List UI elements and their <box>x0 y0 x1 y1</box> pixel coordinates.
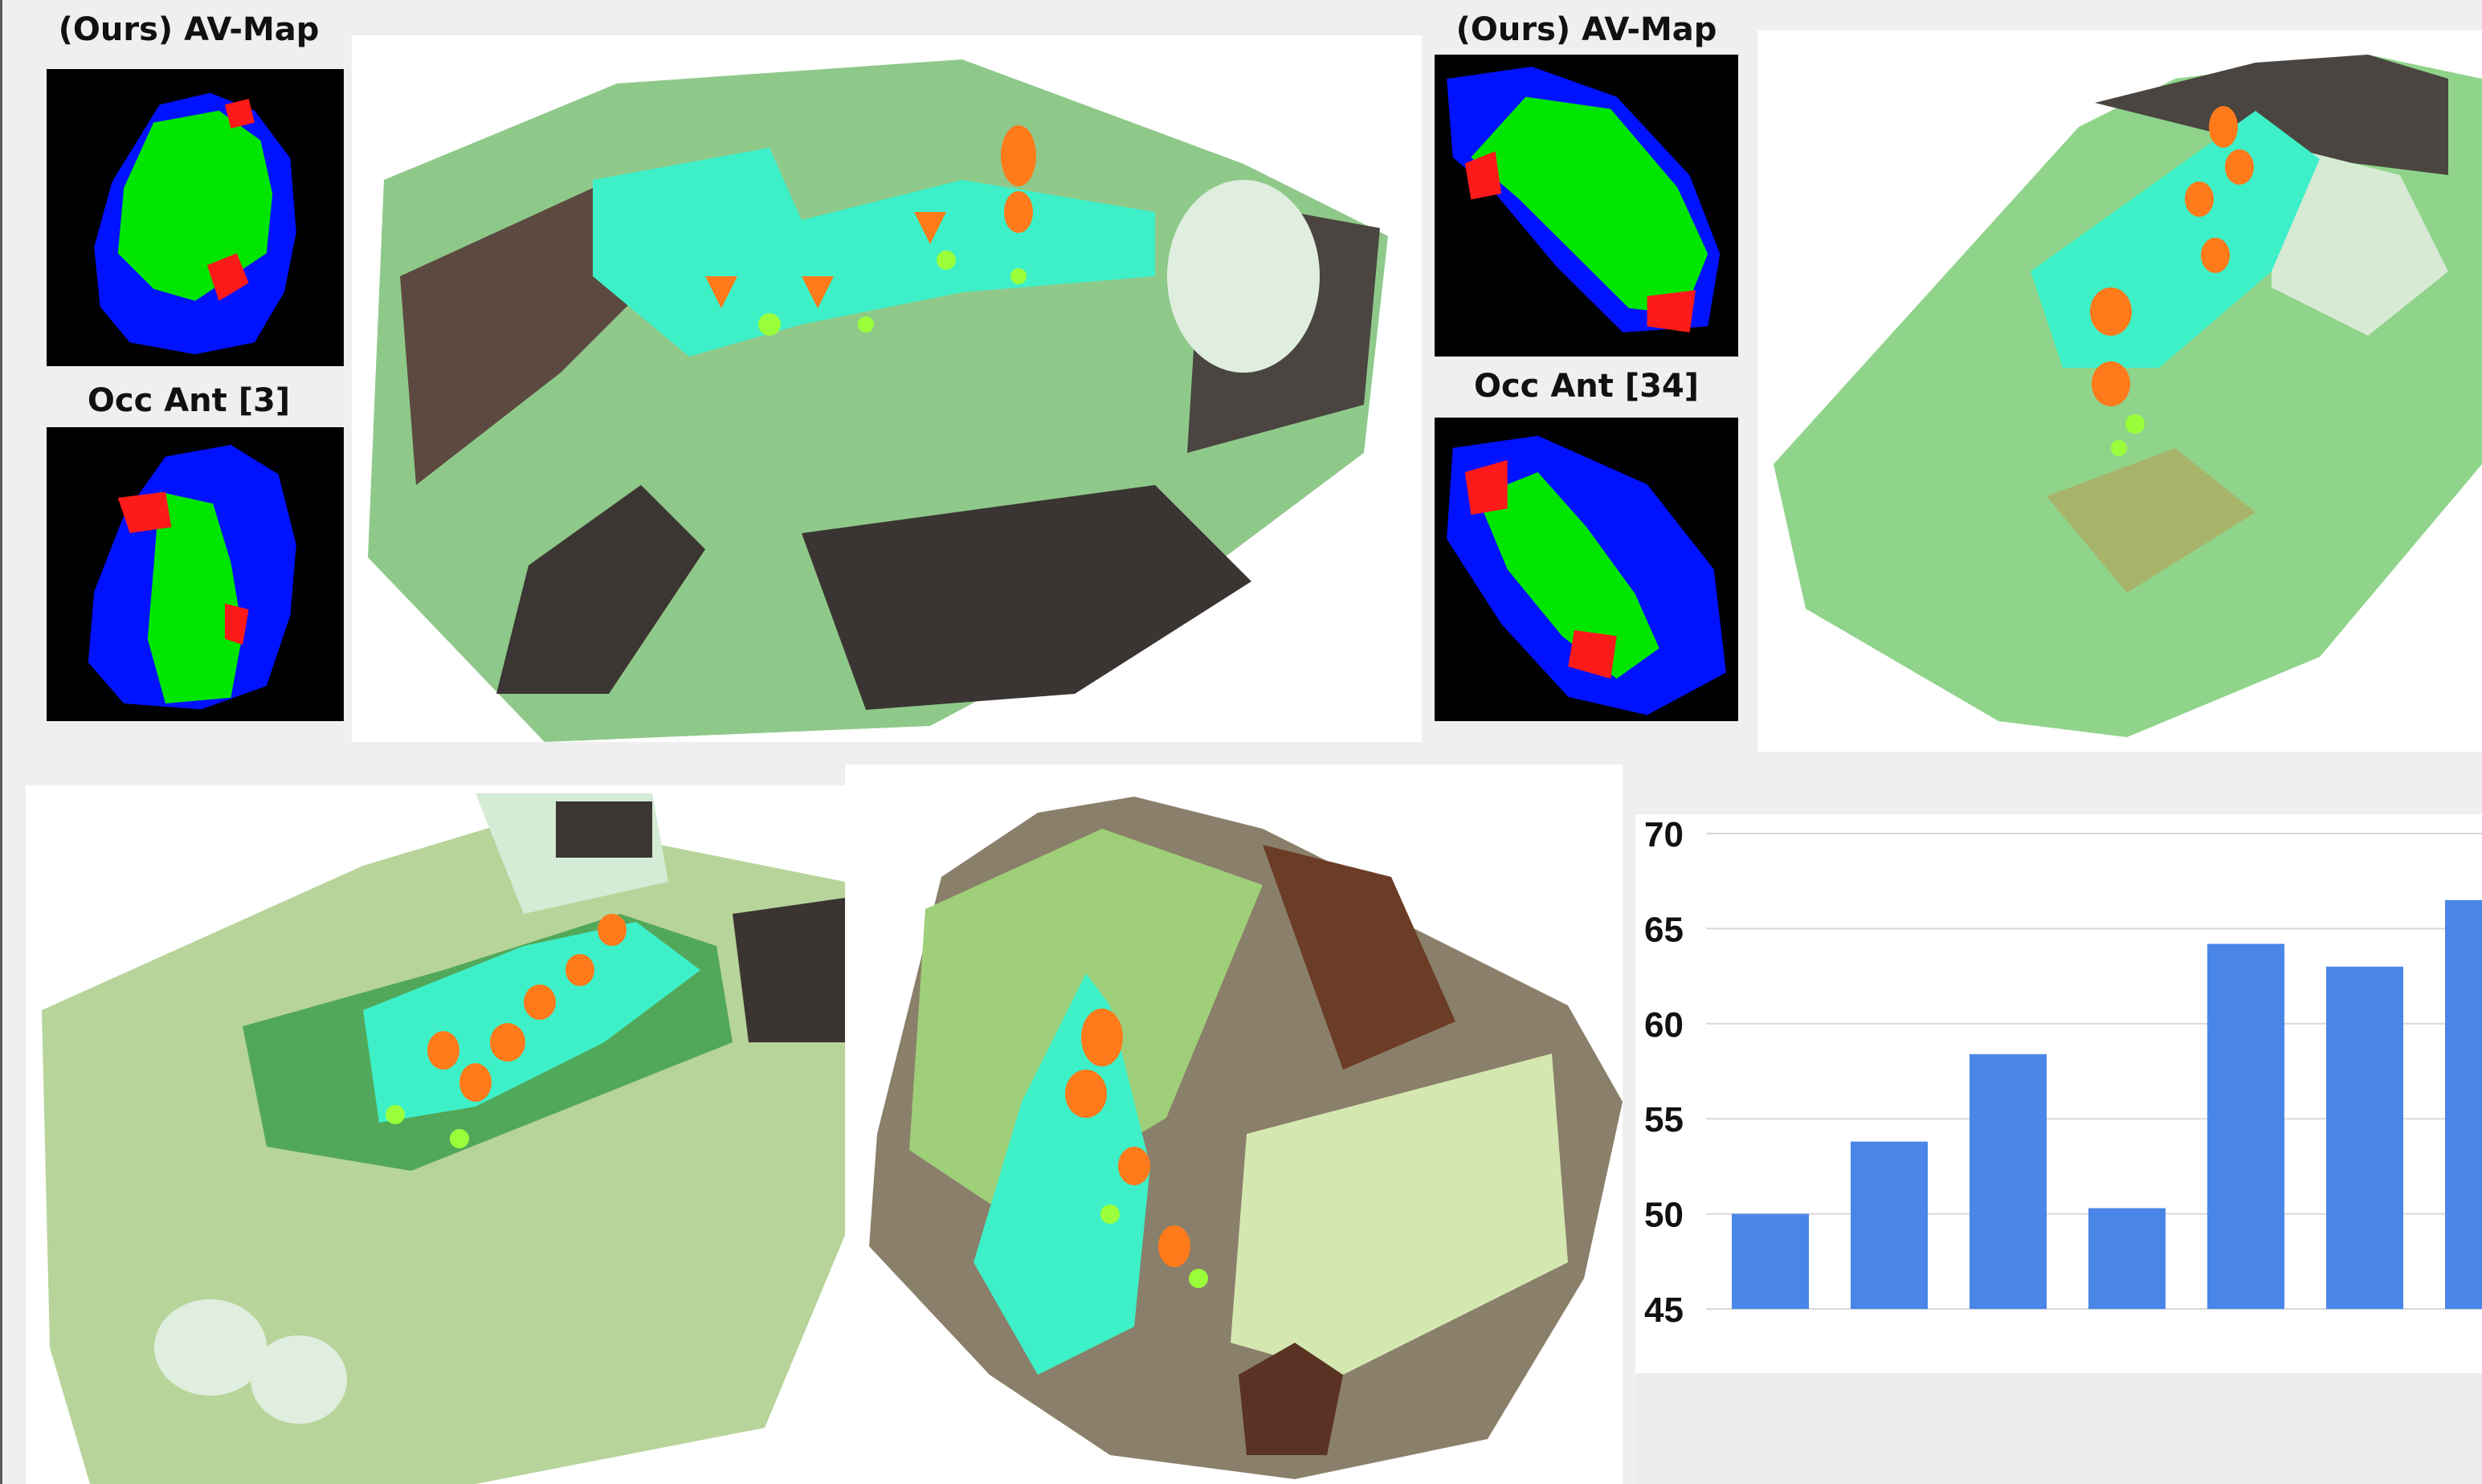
left-divider <box>0 0 2 1484</box>
chart-footer <box>1635 1373 2482 1484</box>
y-tick-label-3: 60 <box>1644 1005 1684 1045</box>
chart-top-strip <box>1635 771 2482 814</box>
caption-av-map-mid: (Ours) AV-Map <box>1455 11 1717 48</box>
y-tick-label-5: 70 <box>1644 815 1684 854</box>
y-tick-label-2: 55 <box>1644 1100 1684 1140</box>
scene-render-top-right <box>1757 31 2482 752</box>
bar-5 <box>2326 966 2403 1309</box>
scene-render-top-left <box>352 35 1422 742</box>
caption-av-map-left: (Ours) AV-Map <box>58 11 320 48</box>
scene-render-bottom-middle <box>845 764 1623 1484</box>
scene-render-bottom-left <box>26 785 845 1484</box>
y-tick-label-1: 50 <box>1644 1196 1684 1235</box>
y-tick-label-4: 65 <box>1644 910 1684 949</box>
bar-3 <box>2088 1208 2166 1309</box>
bar-2 <box>1970 1054 2047 1309</box>
caption-occant-left: Occ Ant [3] <box>87 382 291 419</box>
bar-6 <box>2445 899 2482 1309</box>
av-map-mid-image <box>1435 55 1738 357</box>
caption-occant-mid: Occ Ant [34] <box>1473 368 1700 405</box>
occant-map-mid-image <box>1435 418 1738 721</box>
y-tick-label-0: 45 <box>1644 1290 1684 1330</box>
bar-0 <box>1732 1213 1809 1309</box>
bar-1 <box>1851 1141 1928 1309</box>
occant-map-left-image <box>47 427 344 721</box>
bar-4 <box>2207 944 2284 1309</box>
av-map-left-image <box>47 69 344 366</box>
accuracy-bar-chart: 455055606570InteriorOnlyProjectedDepthOc… <box>1635 771 2482 1484</box>
